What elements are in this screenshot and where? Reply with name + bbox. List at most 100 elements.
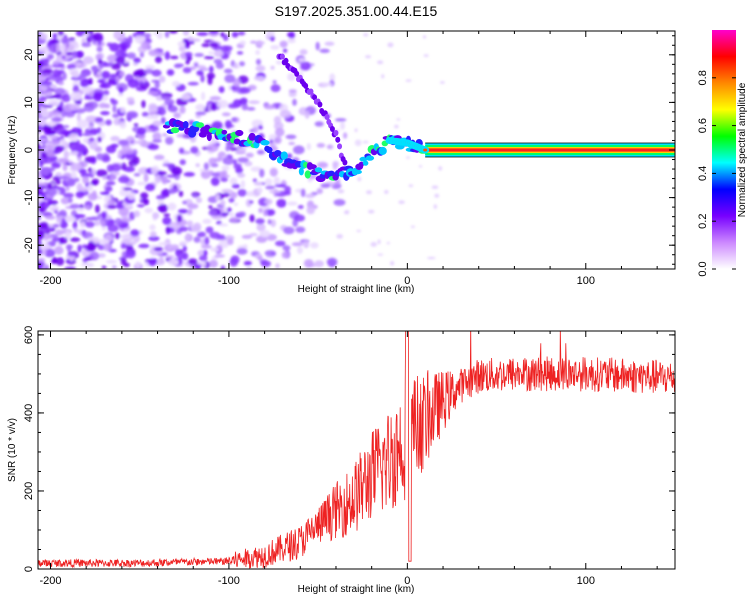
spectrogram-noise-blob <box>239 87 251 94</box>
spectrogram-noise-blob <box>292 98 297 106</box>
spectrogram-noise-blob <box>288 141 296 146</box>
spectrogram-noise-blob <box>70 162 82 172</box>
spectrogram-speck <box>337 189 345 194</box>
spectrogram-noise-blob <box>89 216 101 221</box>
spectrogram-speck <box>431 185 439 190</box>
spectrogram-noise-blob <box>49 227 56 232</box>
spectrogram-ridge-blob <box>197 122 204 129</box>
colorbar-tick-label: 0.8 <box>697 70 709 85</box>
spectrogram-noise-blob <box>106 42 113 47</box>
spectrogram-noise-blob <box>52 223 60 228</box>
spectrogram-speck <box>408 184 414 188</box>
spectrogram-noise-blob <box>287 72 296 82</box>
spectrogram-noise-blob <box>282 48 288 53</box>
spectrogram-noise-blob <box>42 68 53 75</box>
spectrogram-noise-blob <box>87 183 93 192</box>
spectrogram-noise-blob <box>135 261 141 269</box>
spectrogram-noise-blob <box>166 69 175 76</box>
spectrogram-noise-blob <box>38 249 41 254</box>
spectrogram-noise-blob <box>136 204 145 208</box>
spectrogram-noise-blob <box>223 68 233 74</box>
spectrogram-noise-blob <box>208 51 214 55</box>
spectrogram-noise-blob <box>123 149 135 155</box>
spectrogram-noise-blob <box>88 77 93 86</box>
spectrogram-noise-blob <box>143 173 149 183</box>
spectrogram-x-tick-label: 0 <box>404 275 410 287</box>
spectrogram-noise-blob <box>114 217 123 226</box>
spectrogram-speck <box>387 42 394 48</box>
spectrogram-noise-blob <box>144 207 154 214</box>
spectrogram-noise-blob <box>237 189 247 197</box>
spectrogram-noise-blob <box>209 259 218 268</box>
spectrogram-noise-blob <box>69 237 81 242</box>
spectrogram-noise-blob <box>152 132 162 141</box>
spectrogram-noise-blob <box>112 113 120 118</box>
colorbar: 0.0 0.2 0.4 0.6 0.8 Normalized spectral ampl… <box>697 30 748 277</box>
spectrogram-noise-blob <box>154 55 163 64</box>
spectrogram-noise-blob <box>218 223 229 227</box>
spectrogram-noise-blob <box>97 126 102 134</box>
spectrogram-noise-blob <box>58 236 68 244</box>
spectrogram-noise-blob <box>51 38 60 44</box>
spectrogram-noise-blob <box>47 53 55 60</box>
spectrogram-speck <box>423 54 429 57</box>
spectrogram-noise-blob <box>244 161 253 167</box>
spectrogram-noise-blob <box>144 183 156 192</box>
spectrogram-noise-blob <box>250 40 257 44</box>
spectrogram-noise-blob <box>149 224 156 231</box>
spectrogram-noise-blob <box>97 244 106 251</box>
spectrogram-ridge-blob <box>314 167 323 173</box>
spectrogram-noise-blob <box>44 234 53 240</box>
spectrogram-noise-blob <box>143 199 150 206</box>
spectrogram-noise-blob <box>57 158 70 163</box>
spectrogram-noise-blob <box>123 166 135 173</box>
snr-panel: -200 -100 0 100 600 400 200 0 Height of straig… <box>7 326 676 595</box>
spectrogram-noise-blob <box>61 218 66 227</box>
spectrogram-noise-blob <box>120 257 127 266</box>
spectrogram-noise-blob <box>65 244 73 250</box>
spectrogram-noise-blob <box>205 226 214 234</box>
spectrogram-noise-blob <box>110 135 120 142</box>
spectrogram-noise-blob <box>314 121 324 127</box>
spectrogram-noise-blob <box>274 127 285 137</box>
spectrogram-noise-blob <box>285 134 297 140</box>
spectrogram-speck <box>362 140 369 144</box>
spectrogram-noise-blob <box>147 90 159 96</box>
spectrogram-noise-blob <box>77 244 82 253</box>
spectrogram-noise-blob <box>120 218 132 223</box>
spectrogram-noise-blob <box>100 220 106 226</box>
spectrogram-noise-blob <box>220 200 226 206</box>
snr-y-label: SNR (10 * v/v) <box>7 418 18 482</box>
spectrogram-noise-blob <box>113 31 122 40</box>
spectrogram-noise-blob <box>220 265 226 269</box>
snr-plot-area <box>38 331 675 569</box>
spectrogram-noise-blob <box>152 120 162 127</box>
spectrogram-noise-blob <box>203 162 209 171</box>
spectrogram-x-label: Height of straight line (km) <box>298 284 415 295</box>
spectrogram-noise-blob <box>64 110 75 118</box>
spectrogram-noise-blob <box>208 210 218 216</box>
spectrogram-noise-blob <box>87 236 100 242</box>
spectrogram-noise-blob <box>222 156 234 166</box>
spectrogram-noise-blob <box>134 35 146 44</box>
spectrogram-y-tick-label: -10 <box>23 190 35 206</box>
spectrogram-noise-blob <box>294 214 306 222</box>
spectrogram-noise-blob <box>59 44 66 52</box>
spectrogram-noise-blob <box>58 80 64 86</box>
spectrogram-noise-blob <box>128 35 133 45</box>
spectrogram-noise-blob <box>109 98 115 103</box>
spectrogram-speck <box>343 210 348 215</box>
spectrogram-noise-cloud <box>38 31 445 269</box>
spectrogram-carrier-band <box>425 148 675 152</box>
spectrogram-noise-blob <box>123 187 133 191</box>
spectrogram-noise-blob <box>329 73 336 82</box>
spectrogram-noise-blob <box>157 203 169 213</box>
spectrogram-noise-blob <box>187 208 193 215</box>
spectrogram-noise-blob <box>71 51 78 59</box>
spectrogram-noise-blob <box>185 232 190 242</box>
spectrogram-noise-blob <box>120 243 127 249</box>
spectrogram-arc-blob <box>283 57 289 64</box>
colorbar-strip <box>712 30 736 269</box>
spectrogram-noise-blob <box>207 76 213 86</box>
spectrogram-noise-blob <box>240 180 246 189</box>
